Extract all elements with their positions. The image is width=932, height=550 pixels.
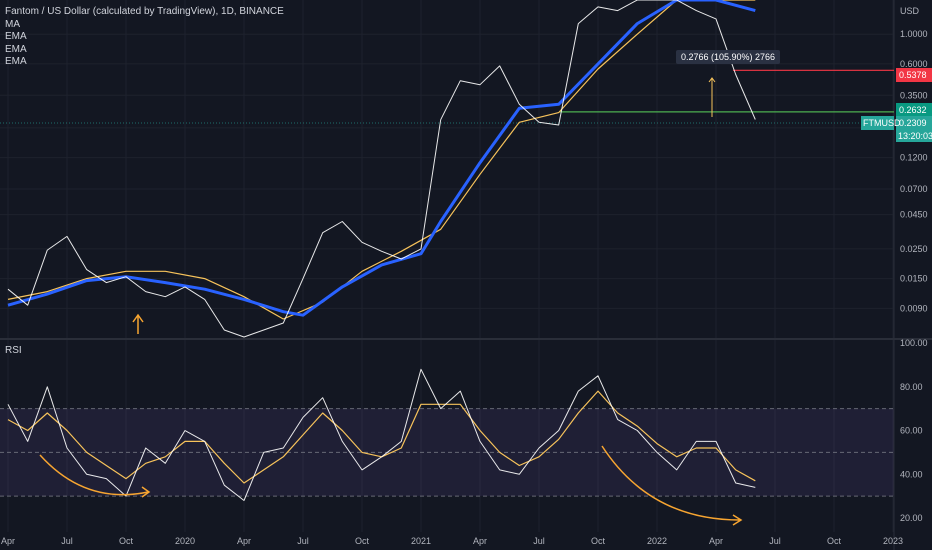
price-tag-bg: [896, 68, 932, 82]
time-axis-tick: 2021: [411, 536, 431, 546]
price-tag-label: 0.5378: [899, 70, 927, 80]
orange-curve-arrow-icon: [39, 454, 151, 498]
time-axis-tick: Apr: [1, 536, 15, 546]
time-axis-tick: 2023: [883, 536, 903, 546]
price-axis-tick: 0.0090: [900, 303, 928, 313]
rsi-line: [7, 368, 756, 501]
yellow-ema-line: [7, 0, 756, 320]
indicator-ema-3[interactable]: EMA: [5, 56, 27, 67]
price-axis-currency: USD: [900, 6, 920, 16]
price-axis-tick: 0.0250: [900, 244, 928, 254]
rsi-band: [0, 408, 894, 497]
rsi-axis-tick: 60.00: [900, 426, 923, 436]
time-axis-tick: Apr: [237, 536, 251, 546]
indicator-ema-1[interactable]: EMA: [5, 31, 27, 42]
price-tag-label: 0.2632: [899, 105, 927, 115]
time-axis-tick: 2022: [647, 536, 667, 546]
time-axis-tick: Jul: [769, 536, 781, 546]
price-axis-tick: 0.0150: [900, 274, 928, 284]
blue-ema-line: [7, 0, 756, 317]
time-axis-tick: Oct: [827, 536, 842, 546]
time-axis-tick: Jul: [297, 536, 309, 546]
time-axis-tick: 2020: [175, 536, 195, 546]
time-axis-tick: Apr: [473, 536, 487, 546]
indicator-ema-2[interactable]: EMA: [5, 43, 27, 55]
price-axis-tick: 0.6000: [900, 59, 928, 69]
countdown-bg: [896, 130, 932, 142]
chart-legend: Fantom / US Dollar (calculated by Tradin…: [5, 6, 284, 69]
chart-title: Fantom / US Dollar (calculated by Tradin…: [5, 6, 284, 17]
orange-curve-arrow-icon: [601, 445, 743, 526]
symbol-tag: FTMUSD: [863, 118, 901, 128]
price-tag-bg: [896, 116, 932, 130]
time-axis-tick: Jul: [533, 536, 545, 546]
indicator-ma[interactable]: MA: [5, 18, 20, 30]
symbol-tag-bg: [861, 116, 894, 130]
rsi-axis-tick: 20.00: [900, 513, 923, 523]
time-axis-tick: Oct: [355, 536, 370, 546]
rsi-axis-tick: 100.00: [900, 338, 928, 348]
price-tag-bg: [896, 103, 932, 117]
time-axis-tick: Oct: [591, 536, 606, 546]
countdown-label: 13:20:03: [898, 131, 932, 141]
rsi-title[interactable]: RSI: [5, 345, 22, 356]
price-axis-tick: 0.3500: [900, 90, 928, 100]
price-axis: USD1.00000.60000.35000.20000.12000.07000…: [900, 6, 928, 313]
time-axis-tick: Jul: [61, 536, 73, 546]
time-axis-tick: Apr: [709, 536, 723, 546]
rsi-axis-tick: 80.00: [900, 382, 923, 392]
time-axis-tick: Oct: [119, 536, 134, 546]
annotations: 0.2766 (105.90%) 2766: [39, 50, 780, 526]
time-axis: Apr Jul Oct 2020 Apr Jul Oct 2021 Apr Jul Oct 2022 A…: [1, 536, 903, 546]
series-layer: [7, 0, 756, 501]
measure-label: 0.2766 (105.90%) 2766: [681, 52, 775, 62]
price-tag-label: 0.2309: [899, 118, 927, 128]
measure-arrow-icon: [708, 77, 716, 117]
rsi-axis-tick: 40.00: [900, 469, 923, 479]
price-axis-tick: 1.0000: [900, 29, 928, 39]
rsi-axis: 100.00 80.00 60.00 40.00 20.00: [900, 338, 928, 523]
price-axis-tick: 0.0450: [900, 210, 928, 220]
measure-box: [676, 50, 780, 64]
level-lines: [0, 69, 894, 124]
price-axis-tick: 0.1200: [900, 153, 928, 163]
price-axis-tick: 0.0700: [900, 184, 928, 194]
price-line: [7, 0, 756, 338]
orange-arrow-up-icon: [132, 313, 144, 334]
grid: [0, 0, 894, 532]
